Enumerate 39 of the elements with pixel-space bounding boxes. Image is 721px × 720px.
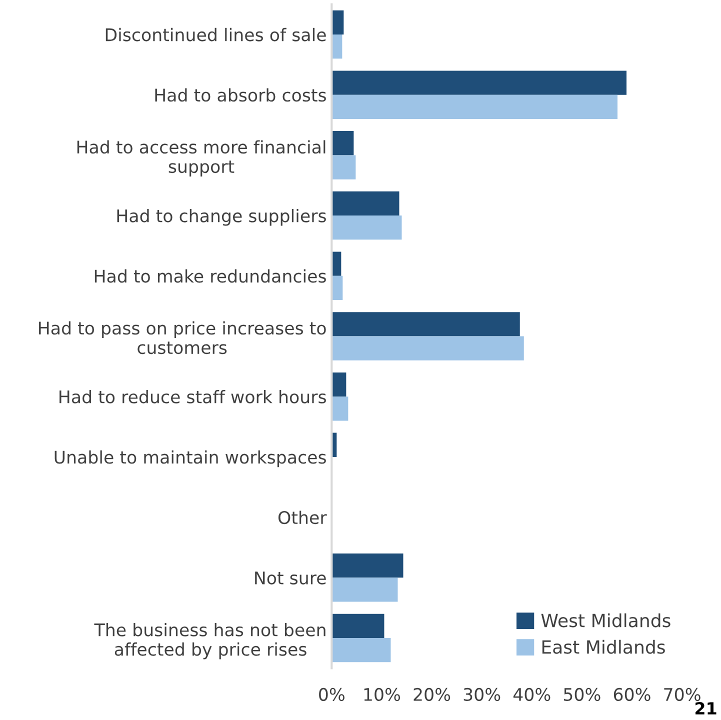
bar — [332, 396, 348, 421]
bar — [332, 10, 344, 34]
x-tick-label: 0% — [319, 688, 344, 702]
y-tick-label: Other — [278, 510, 327, 524]
legend-label: West Midlands — [541, 613, 670, 628]
y-tick-label: The business has not been affected by price rises — [94, 622, 326, 660]
bar — [332, 131, 354, 156]
y-tick-label: Unable to maintain workspaces — [54, 450, 326, 468]
y-tick-label: Had to change suppliers — [117, 208, 326, 226]
bar — [332, 70, 626, 95]
y-tick-label: Not sure — [255, 572, 326, 584]
y-tick-label: Had to pass on price increases to customers — [39, 321, 326, 354]
bar — [332, 372, 346, 397]
bar — [332, 216, 402, 240]
text: 21 — [696, 702, 716, 714]
y-tick-label: Had to make redundancies — [94, 269, 326, 283]
x-tick-label: 50% — [564, 688, 600, 702]
bar — [332, 34, 342, 59]
x-tick-label: 60% — [614, 688, 650, 702]
y-tick-label: Had to absorb costs — [155, 88, 326, 102]
x-tick-label: 40% — [513, 688, 550, 702]
bar — [332, 191, 400, 216]
bar — [332, 155, 356, 180]
bar — [332, 276, 343, 300]
y-tick-label: Had to reduce staff work hours — [60, 390, 326, 404]
y-tick-label: Had to access more financial support — [77, 140, 326, 176]
y-tick-label: Discontinued lines of sale — [106, 28, 326, 42]
x-tick-label: 30% — [464, 688, 500, 702]
bar — [332, 312, 520, 336]
x-tick-label: 70% — [664, 688, 700, 702]
x-tick-label: 10% — [364, 688, 400, 702]
bar — [332, 614, 384, 638]
bar — [332, 336, 524, 360]
x-tick-label: 20% — [414, 688, 450, 702]
bar — [332, 638, 391, 662]
bar — [332, 553, 404, 578]
bar — [332, 94, 618, 119]
bar — [332, 578, 398, 602]
legend-label: East Midlands — [542, 640, 665, 654]
